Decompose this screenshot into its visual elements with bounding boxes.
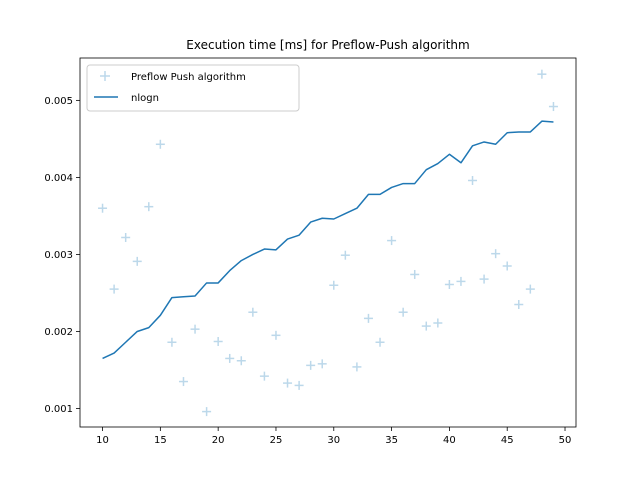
y-tick-label: 0.003 bbox=[44, 250, 73, 261]
y-tick-label: 0.002 bbox=[44, 327, 73, 338]
scatter-point bbox=[178, 377, 188, 387]
x-axis: 10 15 20 25 30 35 40 45 50 bbox=[96, 427, 571, 446]
scatter-point bbox=[410, 269, 420, 279]
scatter-point bbox=[479, 274, 489, 284]
scatter-point bbox=[421, 321, 431, 331]
axes-frame bbox=[79, 57, 577, 428]
scatter-point bbox=[121, 232, 131, 242]
legend: Preflow Push algorithm nlogn bbox=[86, 64, 300, 112]
x-tick-label: 50 bbox=[559, 435, 572, 446]
scatter-point bbox=[387, 236, 397, 246]
scatter-point bbox=[167, 337, 177, 347]
scatter-point bbox=[283, 378, 293, 388]
scatter-point bbox=[363, 313, 373, 323]
scatter-point bbox=[155, 139, 165, 149]
scatter-point bbox=[271, 330, 281, 340]
scatter-point bbox=[398, 307, 408, 317]
scatter-point bbox=[537, 69, 547, 79]
scatter-point bbox=[202, 407, 212, 417]
scatter-point bbox=[433, 318, 443, 328]
plot-area bbox=[98, 69, 558, 417]
scatter-point bbox=[225, 353, 235, 363]
x-tick-label: 30 bbox=[327, 435, 340, 446]
legend-marker-scatter bbox=[100, 71, 110, 81]
nlogn-line bbox=[102, 120, 554, 360]
scatter-point bbox=[514, 300, 524, 310]
x-tick-label: 40 bbox=[443, 435, 456, 446]
scatter-point bbox=[502, 261, 512, 271]
scatter-point bbox=[525, 284, 535, 294]
scatter-point bbox=[340, 250, 350, 260]
x-tick-label: 15 bbox=[154, 435, 167, 446]
scatter-point bbox=[109, 284, 119, 294]
scatter-point bbox=[294, 380, 304, 390]
scatter-point bbox=[236, 356, 246, 366]
scatter-point bbox=[144, 202, 154, 212]
scatter-point bbox=[248, 307, 258, 317]
y-tick-label: 0.001 bbox=[44, 404, 73, 415]
x-tick-label: 25 bbox=[270, 435, 283, 446]
x-tick-label: 20 bbox=[212, 435, 225, 446]
scatter-point bbox=[98, 203, 108, 213]
y-tick-label: 0.005 bbox=[44, 96, 73, 107]
scatter-point bbox=[213, 336, 223, 346]
scatter-point bbox=[548, 102, 558, 112]
scatter-point bbox=[317, 359, 327, 369]
x-tick-label: 45 bbox=[501, 435, 514, 446]
scatter-point bbox=[491, 249, 501, 259]
scatter-point bbox=[190, 324, 200, 334]
scatter-point bbox=[306, 360, 316, 370]
legend-label-line: nlogn bbox=[131, 93, 159, 104]
chart-title: Execution time [ms] for Preflow-Push alg… bbox=[186, 38, 469, 52]
scatter-point bbox=[456, 276, 466, 286]
scatter-point bbox=[444, 279, 454, 289]
scatter-point bbox=[132, 256, 142, 266]
y-axis: 0.001 0.002 0.003 0.004 0.005 bbox=[44, 96, 80, 415]
x-tick-label: 10 bbox=[96, 435, 109, 446]
scatter-point bbox=[375, 337, 385, 347]
scatter-point bbox=[352, 362, 362, 372]
x-tick-label: 35 bbox=[385, 435, 398, 446]
legend-label-scatter: Preflow Push algorithm bbox=[131, 72, 246, 83]
scatter-point bbox=[329, 280, 339, 290]
legend-box bbox=[86, 64, 300, 112]
scatter-point bbox=[468, 175, 478, 185]
scatter-point bbox=[259, 371, 269, 381]
y-tick-label: 0.004 bbox=[44, 173, 73, 184]
